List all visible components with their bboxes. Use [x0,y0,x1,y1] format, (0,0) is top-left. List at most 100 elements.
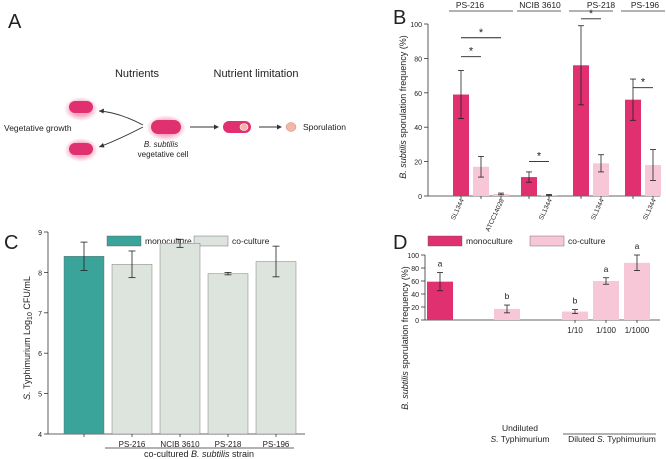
growth-arrow-top [98,110,144,126]
diluted-label: Diluted S. Typhimurium [568,434,656,444]
panel-c-legend-label: co-culture [232,236,270,246]
panel-c-y-tick-label: 5 [38,392,42,399]
panel-b-group-label: PS-218 [587,0,616,10]
panel-b-ylabel-rest: sporulation frequency (%) [398,35,408,140]
panel-d-y-tick-label: 20 [411,305,419,312]
panel-c-ylabel-unit: CFU/mL [22,276,32,312]
panel-d-x-tick-label: 1/1000 [625,326,650,335]
cell-species-label: B. subtilis [144,140,178,149]
limitation-arrowhead-1 [214,124,219,130]
undiluted-species: S. [491,434,499,444]
panel-c-y-tick-label: 9 [38,230,42,237]
vegetative-cell [151,120,181,134]
panel-b-significance-star: * [589,8,594,20]
panel-b-y-tick-label: 0 [418,194,422,201]
panel-c-y-tick-label: 4 [38,432,42,439]
panel-c-legend-swatch [106,235,142,247]
panel-c-label: C [4,232,18,254]
panel-c-bar [159,243,201,435]
limitation-arrowhead-2 [277,124,282,130]
panel-d-significance-letter: a [438,259,443,269]
panel-b-significance-star: * [469,46,474,58]
panel-c-y-axis-title: S. Typhimurium Log10 CFU/mL [22,276,34,400]
panel-c-y-tick-label: 7 [38,311,42,318]
panel-b-ylabel-species: B. subtilis [398,140,408,179]
panel-b-significance-star: * [641,77,646,89]
panel-a: A Nutrients Nutrient limitation Vegetati… [4,11,346,162]
panel-d-y-tick-label: 40 [411,292,419,299]
panel-b-bar [453,94,469,196]
panel-b-bar [593,163,609,196]
cell-description-label: vegetative cell [138,150,189,159]
panel-d-legend-swatch [529,235,565,247]
panel-d-bar [494,308,520,320]
panel-c-ylabel-subscript: 10 [27,312,34,320]
undiluted-rest: Typhimurium [499,434,550,444]
panel-d-x-tick-label: 1/100 [596,326,617,335]
panel-c-bar [207,273,249,435]
panel-c-xlabel-suffix: strain [230,449,255,459]
panel-b-y-axis-title: B. subtilis sporulation frequency (%) [398,35,408,179]
panel-d-ylabel-species: B. subtilis [400,371,410,410]
panel-c-bar [63,256,105,435]
panel-b-bar [473,166,489,196]
panel-b-bar [573,65,589,196]
panel-b-x-tick-label: SL1344 [590,198,606,222]
panel-c-ylabel-part: Typhimurium Log [22,320,32,391]
panel-b-group-label: NCIB 3610 [519,0,561,10]
forespore [239,123,249,131]
panel-b-group-label: PS-216 [456,0,485,10]
panel-b-x-tick-label: ATCC14028 [485,198,506,233]
panel-d-y-tick-label: 80 [411,266,419,273]
nutrients-heading: Nutrients [115,68,160,80]
panel-d-significance-letter: b [573,296,578,306]
vegetative-growth-label: Vegetative growth [4,123,72,133]
panel-c-legend-label: monoculture [145,236,192,246]
panel-c-y-tick-label: 6 [38,351,42,358]
panel-d-y-tick-label: 60 [411,279,419,286]
panel-d-legend-swatch [427,235,463,247]
panel-d-significance-letter: a [635,241,640,251]
panel-c-xlabel-species: B. subtilis [191,449,230,459]
growth-arrow-bottom [98,126,144,148]
panel-d-y-tick-label: 100 [407,253,419,260]
panel-b-y-tick-label: 60 [414,91,422,98]
panel-c-ylabel-species: S. [22,391,32,400]
diluted-species: S. [597,434,605,444]
panel-d-significance-letter: b [505,291,510,301]
panel-a-label: A [8,11,22,33]
panel-d-bar [562,311,588,320]
panel-b-y-tick-label: 100 [410,22,422,29]
diluted-rest: Typhimurium [605,434,656,444]
panel-d-bar [593,281,619,320]
panel-b-x-tick-label: SL1344 [538,198,554,222]
panel-b-x-tick-label: SL1344 [642,198,658,222]
sporulation-label: Sporulation [303,122,346,132]
panel-c-x-tick-label: PS-218 [215,440,242,449]
daughter-cell-top [69,101,93,113]
undiluted-label-line2: S. Typhimurium [491,434,550,444]
panel-c-y-tick-label: 8 [38,270,42,277]
panel-b-y-tick-label: 20 [414,160,422,167]
panel-d-significance-letter: a [604,264,609,274]
panel-c-bar [255,261,297,435]
panel-c-x-tick-label: NCIB 3610 [160,440,200,449]
panel-d-label: D [393,232,407,254]
panel-c-legend-swatch [193,235,229,247]
panel-b-y-tick-label: 80 [414,56,422,63]
panel-c: C S. Typhimurium Log10 CFU/mL co-culture… [4,230,305,459]
panel-d-x-tick-label: 1/10 [567,326,583,335]
panel-b-label: B [393,7,406,29]
panel-c-x-tick-label: PS-196 [263,440,290,449]
panel-b-bar [521,177,537,196]
panel-c-x-tick-label: PS-216 [119,440,146,449]
panel-b-significance-star: * [537,151,542,163]
undiluted-label-line1: Undiluted [502,423,538,433]
panel-d-ylabel-rest: sporulation frequency (%) [400,266,410,371]
panel-b-y-tick-label: 40 [414,125,422,132]
diluted-prefix: Diluted [568,434,597,444]
panel-d-bar [624,262,650,320]
panel-c-xlabel-prefix: co-cultured [144,449,191,459]
panel-c-x-axis-title: co-cultured B. subtilis strain [144,449,254,459]
